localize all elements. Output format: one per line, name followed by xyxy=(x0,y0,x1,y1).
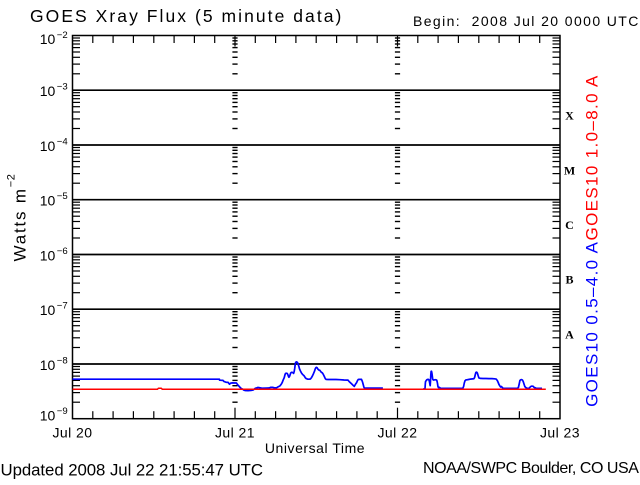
svg-text:−3: −3 xyxy=(57,82,68,93)
svg-text:−8: −8 xyxy=(57,355,68,366)
svg-text:GOES10 1.0–8.0 A: GOES10 1.0–8.0 A xyxy=(582,74,601,240)
svg-text:10: 10 xyxy=(40,31,56,47)
svg-text:Jul 23: Jul 23 xyxy=(540,425,580,441)
svg-text:Universal Time: Universal Time xyxy=(265,440,365,456)
svg-text:10: 10 xyxy=(40,193,56,209)
svg-text:Updated 2008 Jul 22 21:55:47 U: Updated 2008 Jul 22 21:55:47 UTC xyxy=(1,460,263,479)
svg-text:M: M xyxy=(564,163,575,177)
svg-text:10: 10 xyxy=(40,247,56,263)
svg-text:B: B xyxy=(565,273,573,287)
svg-text:10: 10 xyxy=(40,302,56,318)
svg-text:Jul 22: Jul 22 xyxy=(377,425,417,441)
svg-text:−2: −2 xyxy=(57,30,68,41)
svg-text:10: 10 xyxy=(40,408,56,424)
svg-text:10: 10 xyxy=(40,357,56,373)
svg-text:C: C xyxy=(565,218,574,232)
svg-text:−7: −7 xyxy=(57,301,68,312)
svg-text:A: A xyxy=(565,328,574,342)
svg-text:Begin: 2008 Jul 20 0000 UTC: Begin: 2008 Jul 20 0000 UTC xyxy=(413,13,640,29)
svg-text:−9: −9 xyxy=(57,406,68,417)
svg-text:10: 10 xyxy=(40,138,56,154)
svg-text:GOES10 0.5–4.0 A: GOES10 0.5–4.0 A xyxy=(582,241,601,407)
svg-text:GOES Xray Flux (5 minute data): GOES Xray Flux (5 minute data) xyxy=(30,6,343,26)
svg-text:−4: −4 xyxy=(57,136,69,147)
svg-text:−5: −5 xyxy=(57,191,68,202)
svg-text:NOAA/SWPC Boulder, CO USA: NOAA/SWPC Boulder, CO USA xyxy=(423,460,639,477)
svg-text:Jul 21: Jul 21 xyxy=(215,425,255,441)
svg-text:10: 10 xyxy=(40,83,56,99)
svg-text:X: X xyxy=(565,109,574,123)
svg-text:−6: −6 xyxy=(57,246,68,257)
svg-text:Jul 20: Jul 20 xyxy=(52,425,92,441)
